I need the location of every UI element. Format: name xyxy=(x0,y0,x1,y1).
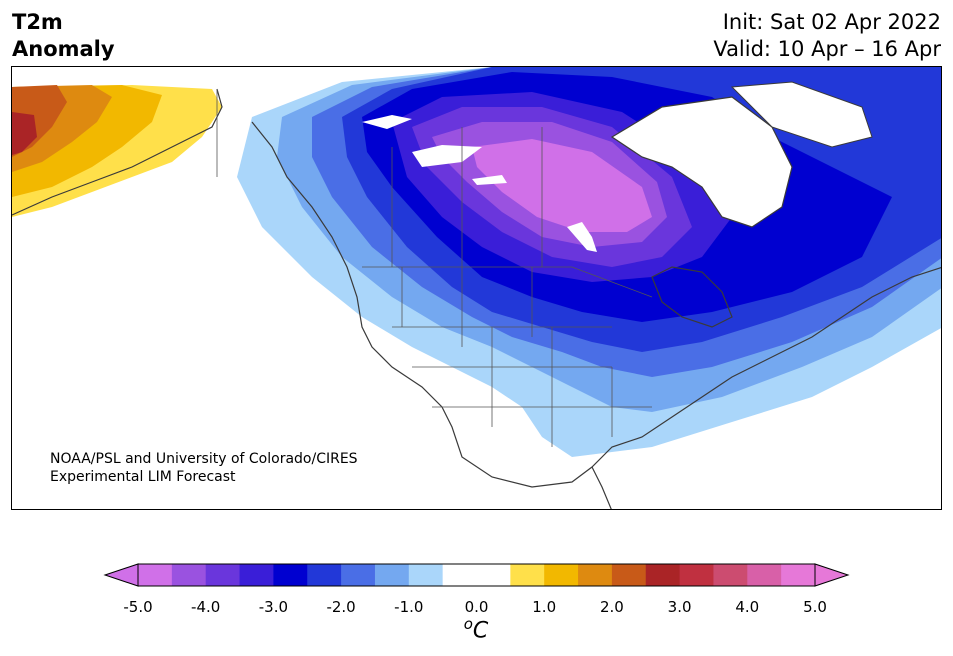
colorbar-tick-label: -1.0 xyxy=(394,598,424,616)
warm-anomaly-alaska xyxy=(12,85,222,217)
colorbar-cell xyxy=(747,564,782,586)
colorbar-cell xyxy=(442,564,477,586)
colorbar-tick-label: -3.0 xyxy=(258,598,289,616)
colorbar-tick-label: -2.0 xyxy=(326,598,356,616)
colorbar-tick-label: 2.0 xyxy=(599,598,624,616)
colorbar-extend-high xyxy=(814,563,850,587)
colorbar-cell xyxy=(273,564,308,586)
unit-letter: C xyxy=(472,618,489,644)
colorbar-cell xyxy=(341,564,376,586)
colorbar-cell xyxy=(645,564,681,586)
colorbar xyxy=(103,563,850,587)
colorbar-cell xyxy=(138,564,173,586)
colorbar-cell xyxy=(679,564,714,586)
colorbar-cell xyxy=(611,564,647,586)
colorbar-cell xyxy=(171,564,207,586)
map-svg xyxy=(12,67,941,509)
forecast-dates: Init: Sat 02 Apr 2022 Valid: 10 Apr – 16… xyxy=(713,9,941,63)
colorbar-cells xyxy=(138,564,816,586)
unit-degree: o xyxy=(463,615,473,633)
init-date: Init: Sat 02 Apr 2022 xyxy=(722,10,941,34)
colorbar-cell xyxy=(205,564,241,586)
title-line-2: Anomaly xyxy=(12,37,115,61)
colorbar-unit: oC xyxy=(464,615,489,643)
title-line-1: T2m xyxy=(12,10,63,34)
map-credit: NOAA/PSL and University of Colorado/CIRE… xyxy=(50,450,358,486)
colorbar-cell xyxy=(713,564,748,586)
colorbar-cell xyxy=(307,564,342,586)
colorbar-cell xyxy=(239,564,274,586)
colorbar-tick-label: 3.0 xyxy=(667,598,692,616)
colorbar-tick-label: 0.0 xyxy=(464,598,489,616)
anomaly-map: NOAA/PSL and University of Colorado/CIRE… xyxy=(11,66,942,510)
unfilled-water xyxy=(362,81,873,252)
colorbar-cell xyxy=(476,564,511,586)
credit-line-2: Experimental LIM Forecast xyxy=(50,469,236,485)
coastlines xyxy=(12,88,941,509)
colorbar-outline xyxy=(137,563,816,587)
map-title: T2m Anomaly xyxy=(12,9,115,63)
colorbar-tick-label: 4.0 xyxy=(735,598,760,616)
political-borders xyxy=(216,89,653,447)
colorbar-cell xyxy=(578,564,613,586)
colorbar-ticks: -5.0 -4.0 -3.0 -2.0 -1.0 0.0 1.0 2.0 3.0 4.0 5.0 xyxy=(0,598,953,618)
valid-range: Valid: 10 Apr – 16 Apr xyxy=(713,37,941,61)
colorbar-cell xyxy=(374,564,410,586)
colorbar-tick-label: -5.0 xyxy=(123,598,153,616)
colorbar-cell xyxy=(781,564,816,586)
colorbar-tick-label: 1.0 xyxy=(532,598,557,616)
colorbar-cell xyxy=(408,564,444,586)
colorbar-tick-label: 5.0 xyxy=(803,598,827,616)
colorbar-cell xyxy=(510,564,545,586)
colorbar-extend-low xyxy=(103,563,139,587)
colorbar-cell xyxy=(544,564,579,586)
credit-line-1: NOAA/PSL and University of Colorado/CIRE… xyxy=(50,451,358,467)
colorbar-tick-label: -4.0 xyxy=(191,598,221,616)
